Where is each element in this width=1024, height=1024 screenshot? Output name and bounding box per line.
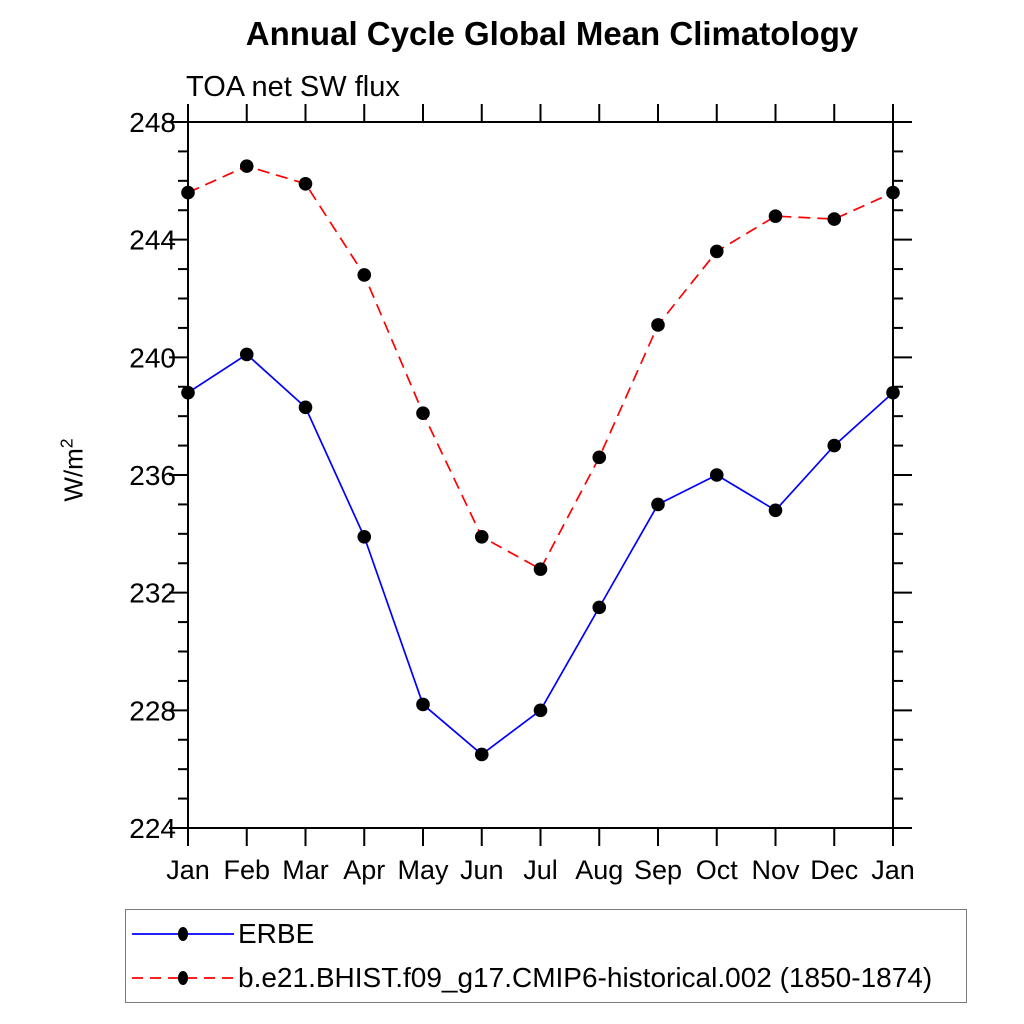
x-tick-label: Nov <box>751 855 800 885</box>
x-tick-label: Jun <box>460 855 504 885</box>
x-tick-label: Dec <box>810 855 858 885</box>
x-tick-label: Apr <box>343 855 385 885</box>
x-tick-label: Sep <box>634 855 682 885</box>
data-point-erbe <box>357 529 372 544</box>
legend-entry-model: b.e21.BHIST.f09_g17.CMIP6-historical.002… <box>126 956 966 1000</box>
y-tick-label: 248 <box>129 107 176 138</box>
data-point-erbe <box>886 385 900 400</box>
data-point-erbe <box>474 747 489 762</box>
chart-subtitle: TOA net SW flux <box>186 71 400 103</box>
series-line-erbe <box>187 353 894 756</box>
y-tick-label: 232 <box>129 578 176 609</box>
legend-line-sample-solid <box>132 927 234 941</box>
data-point-model <box>474 529 489 544</box>
data-point-model <box>239 159 254 173</box>
legend-line-sample-dashed <box>132 971 234 985</box>
data-point-erbe <box>592 600 607 615</box>
legend-sample-marker-icon <box>178 927 188 941</box>
y-tick-label: 244 <box>129 225 176 256</box>
y-tick-label: 224 <box>129 813 176 844</box>
data-point-model <box>181 185 195 200</box>
y-tick-label: 240 <box>129 342 176 373</box>
series-line-model <box>187 165 894 571</box>
x-tick-label: Aug <box>575 855 623 885</box>
legend-entry-erbe: ERBE <box>126 912 966 956</box>
data-point-model <box>357 268 372 282</box>
x-tick-label: Oct <box>696 855 739 885</box>
data-point-model <box>416 406 430 421</box>
data-point-erbe <box>651 497 665 512</box>
y-tick-label: 228 <box>129 695 176 726</box>
x-tick-label: Mar <box>282 855 329 885</box>
chart-title: Annual Cycle Global Mean Climatology <box>245 15 859 52</box>
data-point-model <box>886 185 900 200</box>
x-tick-label: May <box>397 855 449 885</box>
data-point-model <box>651 318 665 332</box>
data-point-model <box>709 244 724 259</box>
data-point-erbe <box>298 400 313 415</box>
data-point-erbe <box>827 438 842 453</box>
data-point-erbe <box>709 468 724 482</box>
y-tick-label: 236 <box>129 460 176 491</box>
data-point-erbe <box>239 347 254 362</box>
data-point-model <box>298 176 313 191</box>
x-tick-label: Jan <box>166 855 210 885</box>
data-point-model <box>592 450 607 465</box>
legend-sample-marker-icon <box>178 971 188 985</box>
data-point-model <box>768 209 783 223</box>
data-point-erbe <box>533 703 548 718</box>
legend-box: ERBE b.e21.BHIST.f09_g17.CMIP6-historica… <box>125 909 967 1003</box>
x-tick-label: Feb <box>223 855 270 885</box>
data-point-model <box>533 562 548 576</box>
x-tick-label: Jan <box>871 855 915 885</box>
legend-label-erbe: ERBE <box>238 918 315 949</box>
data-point-model <box>827 212 842 226</box>
data-point-erbe <box>768 503 783 518</box>
data-point-erbe <box>181 385 195 400</box>
x-tick-label: Jul <box>523 855 558 885</box>
legend-label-model: b.e21.BHIST.f09_g17.CMIP6-historical.002… <box>238 962 933 993</box>
data-point-erbe <box>416 697 430 712</box>
plot-frame <box>187 121 894 829</box>
